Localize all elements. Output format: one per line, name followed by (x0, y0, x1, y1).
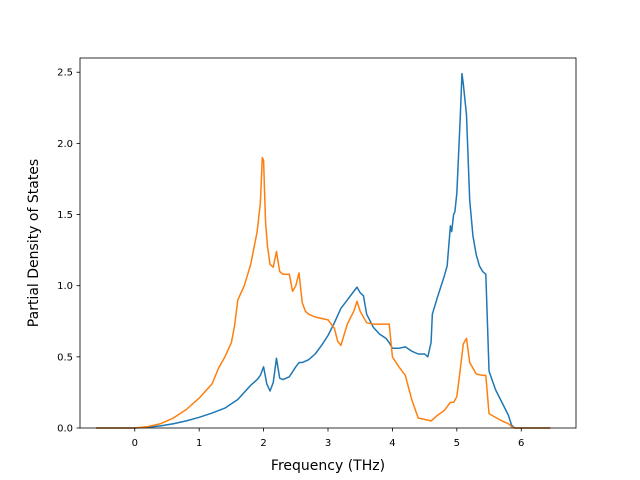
series-line-2 (96, 156, 551, 429)
plot-area (80, 58, 576, 428)
x-tick-label: 2 (260, 438, 266, 449)
y-tick-label: 0.0 (57, 424, 73, 435)
x-tick-label: 1 (196, 438, 202, 449)
series-layer (96, 72, 551, 429)
y-tick-label: 2.5 (57, 68, 73, 79)
y-tick-label: 1.0 (57, 281, 73, 292)
y-axis-ticks: 0.0 0.5 1.0 1.5 2.0 2.5 (57, 68, 80, 435)
x-tick-label: 4 (389, 438, 395, 449)
y-tick-label: 2.0 (57, 139, 73, 150)
x-tick-label: 0 (132, 438, 138, 449)
x-tick-label: 3 (325, 438, 331, 449)
x-tick-label: 5 (454, 438, 460, 449)
y-tick-label: 0.5 (57, 352, 73, 363)
series-line-1 (96, 72, 551, 429)
y-tick-label: 1.5 (57, 210, 73, 221)
x-tick-label: 6 (518, 438, 524, 449)
y-axis-label: Partial Density of States (26, 159, 42, 327)
x-axis-ticks: 0 1 2 3 4 5 6 (132, 428, 524, 449)
x-axis-label: Frequency (THz) (271, 458, 385, 474)
